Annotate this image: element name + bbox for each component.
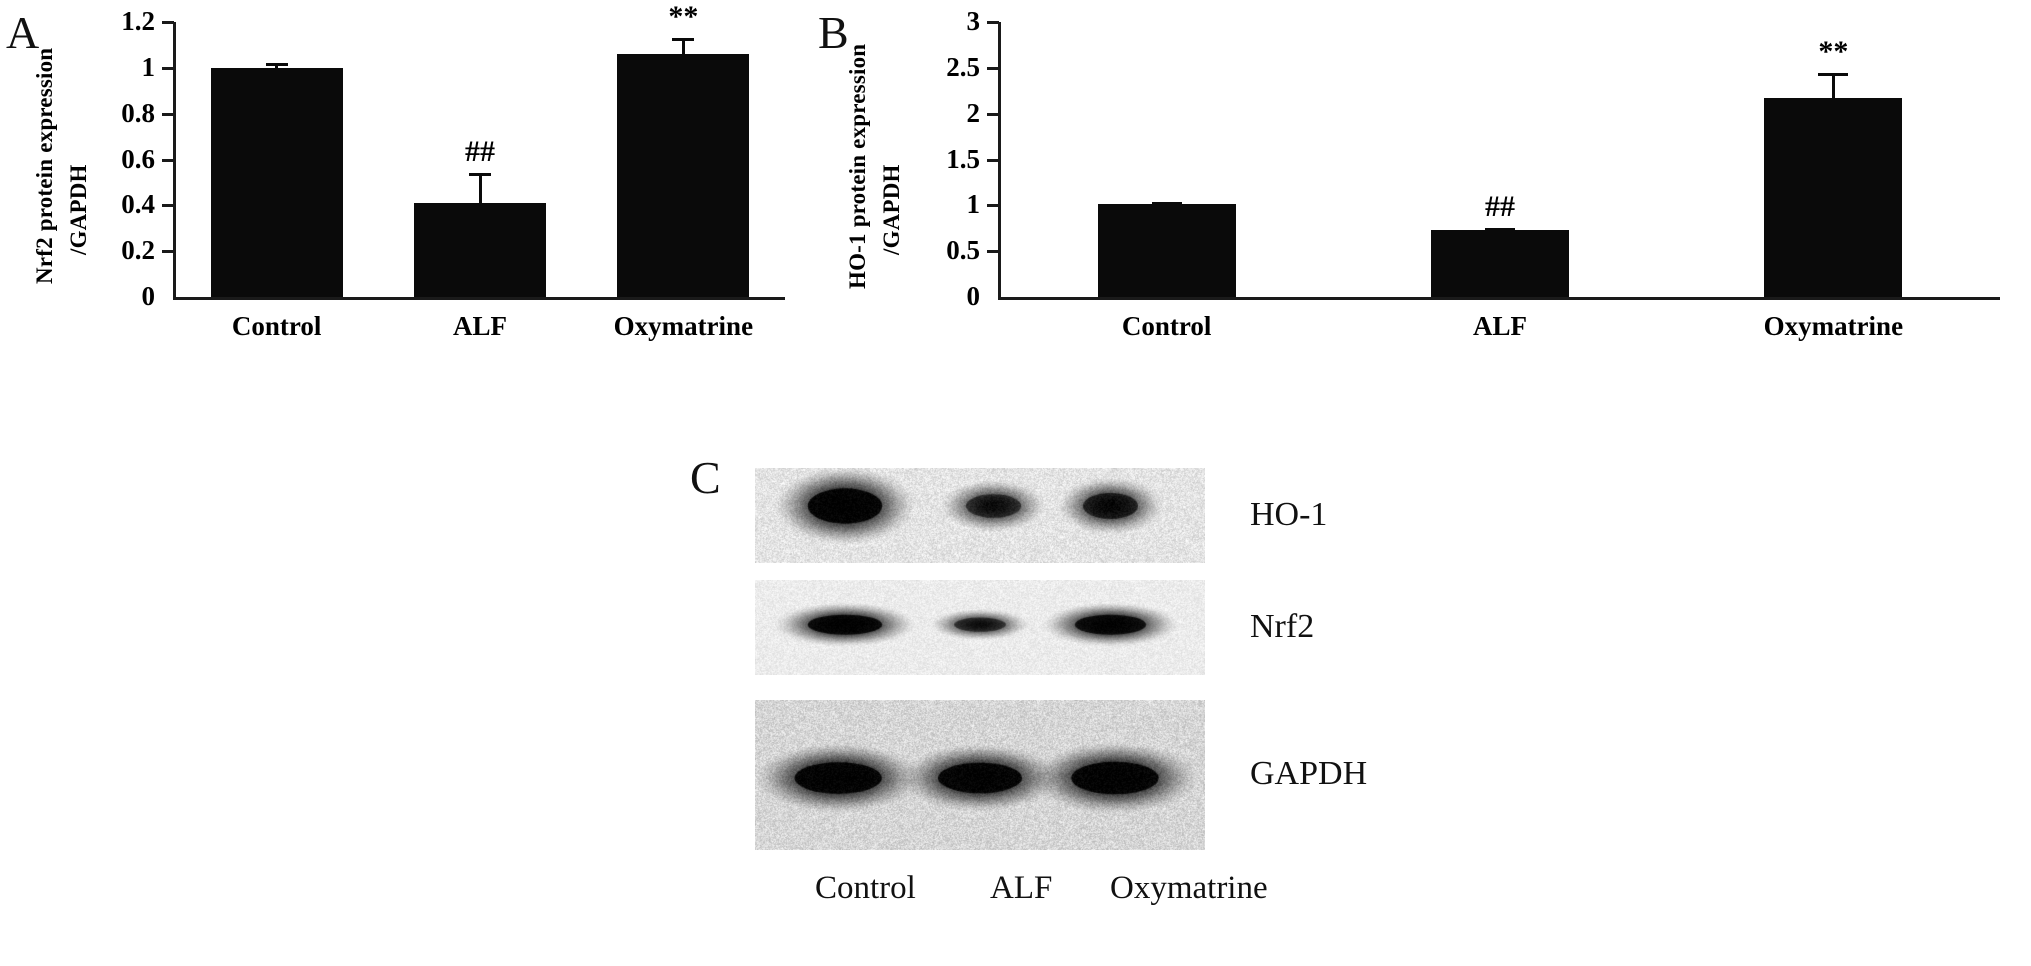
chart-b-y-axis-title: HO-1 protein expression — [845, 35, 871, 297]
chart-b-y-tick-label: 1.5 — [880, 146, 980, 173]
error-bar-alf — [479, 173, 482, 203]
significance-marker-oxymatrine: ** — [1783, 37, 1883, 67]
chart-b-x-axis-line — [998, 297, 2000, 300]
error-bar-cap-control — [266, 63, 288, 66]
chart-a-y-tick-label: 1 — [55, 54, 155, 81]
bar-alf — [1431, 230, 1569, 297]
chart-a-y-tick — [162, 21, 174, 24]
bar-oxymatrine — [617, 54, 749, 297]
blot-row-label-nrf2: Nrf2 — [1250, 610, 1314, 644]
chart-a-y-tick-label: 0.4 — [55, 191, 155, 218]
chart-a-y-tick-label: 0.2 — [55, 237, 155, 264]
chart-a-y-tick-label: 0.8 — [55, 100, 155, 127]
chart-a-y-tick-label: 0.6 — [55, 146, 155, 173]
chart-b-y-tick-label: 2.5 — [880, 54, 980, 81]
chart-b-y-tick — [987, 67, 999, 70]
panel-c-letter: C — [690, 455, 721, 501]
chart-b-y-tick — [987, 250, 999, 253]
chart-b-y-tick — [987, 204, 999, 207]
blot-lane-label-alf: ALF — [990, 872, 1052, 905]
x-axis-label-oxymatrine: Oxymatrine — [1713, 313, 1953, 340]
significance-marker-alf: ## — [1450, 192, 1550, 222]
error-bar-cap-alf — [1485, 228, 1515, 231]
chart-b-y-tick-label: 2 — [880, 100, 980, 127]
bar-control — [1098, 204, 1236, 297]
chart-a-y-tick — [162, 250, 174, 253]
chart-a-y-tick — [162, 67, 174, 70]
x-axis-label-alf: ALF — [1380, 313, 1620, 340]
chart-b-y-tick-label: 1 — [880, 191, 980, 218]
blot-strip-nrf2 — [755, 580, 1205, 675]
blot-row-label-gapdh: GAPDH — [1250, 757, 1367, 791]
bar-oxymatrine — [1764, 98, 1902, 297]
x-axis-label-control: Control — [1047, 313, 1287, 340]
chart-a-y-axis-title-line1: Nrf2 protein expression — [32, 48, 57, 284]
chart-a-y-tick-label: 1.2 — [55, 8, 155, 35]
x-axis-label-oxymatrine: Oxymatrine — [563, 313, 803, 340]
blot-row-label-ho-1: HO-1 — [1250, 498, 1327, 532]
bar-alf — [414, 203, 546, 297]
chart-b-y-tick-label: 0.5 — [880, 237, 980, 264]
blot-strip-ho-1 — [755, 468, 1205, 563]
chart-b-y-axis-title-line1: HO-1 protein expression — [845, 43, 870, 288]
chart-a-x-axis-line — [173, 297, 785, 300]
chart-a-y-tick — [162, 113, 174, 116]
blot-lane-label-control: Control — [815, 872, 916, 905]
blot-lane-label-oxymatrine: Oxymatrine — [1110, 872, 1268, 905]
blot-strip-gapdh — [755, 700, 1205, 850]
error-bar-cap-control — [1152, 202, 1182, 205]
chart-b-y-tick-label: 3 — [880, 8, 980, 35]
chart-a-y-tick — [162, 159, 174, 162]
bar-control — [211, 68, 343, 297]
chart-b-y-tick — [987, 159, 999, 162]
chart-b-y-tick — [987, 21, 999, 24]
error-bar-oxymatrine — [1832, 73, 1835, 98]
significance-marker-alf: ## — [430, 137, 530, 167]
error-bar-cap-oxymatrine — [1818, 73, 1848, 76]
error-bar-cap-oxymatrine — [672, 38, 694, 41]
chart-a-y-tick-label: 0 — [55, 283, 155, 310]
error-bar-cap-alf — [469, 173, 491, 176]
chart-b-y-tick-label: 0 — [880, 283, 980, 310]
chart-a-y-tick — [162, 204, 174, 207]
significance-marker-oxymatrine: ** — [633, 2, 733, 32]
chart-b-y-tick — [987, 113, 999, 116]
